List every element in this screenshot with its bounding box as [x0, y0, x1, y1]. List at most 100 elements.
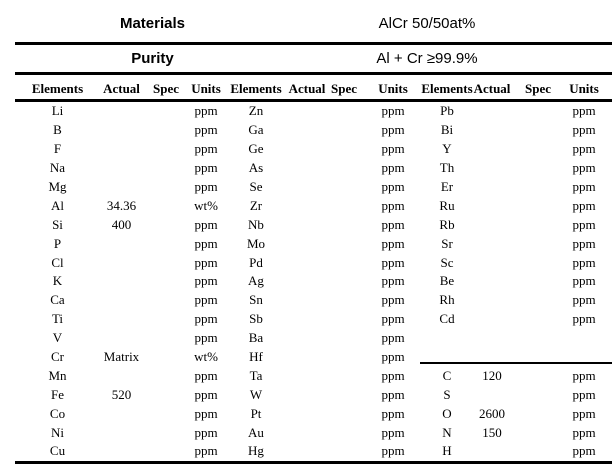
units-cell: ppm — [572, 197, 596, 213]
table-bottom-border — [15, 461, 612, 464]
element-cell: Li — [51, 103, 64, 119]
units-cell: ppm — [194, 216, 218, 232]
units-cell: ppm — [572, 122, 596, 138]
actual-cell — [284, 159, 330, 178]
actual-cell — [466, 310, 518, 329]
actual-cell — [95, 253, 148, 272]
actual-cell — [284, 404, 330, 423]
materials-label: Materials — [119, 14, 186, 32]
col-header-spec-group3: Spec — [525, 80, 551, 96]
element-cell: Si — [52, 216, 63, 232]
element-cell: Ga — [248, 122, 264, 138]
actual-cell — [466, 253, 518, 272]
element-cell: F — [53, 141, 62, 157]
actual-cell — [95, 310, 148, 329]
actual-cell — [466, 329, 518, 348]
actual-cell — [466, 121, 518, 140]
element-cell: Rb — [439, 216, 455, 232]
element-cell: N — [442, 424, 452, 440]
purity-value: Al + Cr ≥99.9% — [376, 49, 478, 67]
actual-cell — [466, 159, 518, 178]
element-cell: H — [442, 443, 452, 459]
spec-cell — [518, 196, 558, 215]
spec-cell — [148, 102, 184, 121]
units-cell: ppm — [381, 443, 405, 459]
element-cell: Ta — [249, 367, 263, 383]
units-cell: ppm — [572, 235, 596, 251]
spec-cell — [148, 159, 184, 178]
element-cell: Th — [439, 160, 455, 176]
spec-cell — [330, 196, 358, 215]
actual-cell — [466, 102, 518, 121]
spec-cell — [148, 366, 184, 385]
element-cell: B — [53, 122, 62, 138]
element-cell: Rh — [439, 292, 455, 308]
element-cell: Ni — [51, 424, 64, 440]
units-cell: ppm — [381, 405, 405, 421]
element-cell: Hf — [249, 349, 263, 365]
units-cell: wt% — [194, 197, 218, 213]
actual-cell — [466, 442, 518, 461]
spec-cell — [148, 234, 184, 253]
actual-cell: 34.36 — [106, 197, 137, 213]
col-header-spec-group2: Spec — [331, 80, 357, 96]
element-cell: Ag — [248, 273, 264, 289]
spec-cell — [148, 310, 184, 329]
units-cell: ppm — [381, 311, 405, 327]
spec-cell — [148, 442, 184, 461]
actual-cell — [466, 140, 518, 159]
actual-cell — [284, 310, 330, 329]
units-cell: ppm — [381, 254, 405, 270]
spec-cell — [148, 291, 184, 310]
units-cell: ppm — [572, 386, 596, 402]
spec-cell — [518, 272, 558, 291]
spec-cell — [330, 404, 358, 423]
actual-cell — [466, 215, 518, 234]
units-cell: ppm — [381, 424, 405, 440]
spec-cell — [330, 234, 358, 253]
column-header-row: Elements Actual Spec Units Elements Actual Spe… — [20, 78, 610, 99]
col-header-actual-group3: Actual — [473, 80, 511, 96]
actual-cell — [284, 234, 330, 253]
actual-cell — [284, 178, 330, 197]
actual-cell — [284, 442, 330, 461]
units-cell: ppm — [381, 179, 405, 194]
actual-cell: 120 — [482, 367, 502, 383]
spec-cell — [148, 196, 184, 215]
units-cell: ppm — [381, 160, 405, 176]
units-cell: ppm — [572, 405, 596, 421]
element-cell: Mo — [246, 235, 266, 251]
element-cell: Ca — [50, 292, 65, 308]
divider-under-headers — [15, 99, 612, 102]
actual-cell: 150 — [482, 424, 502, 440]
units-cell: ppm — [194, 405, 218, 421]
spec-cell — [330, 178, 358, 197]
units-cell: ppm — [381, 273, 405, 289]
spec-cell — [330, 442, 358, 461]
spec-cell — [148, 178, 184, 197]
units-cell: wt% — [194, 349, 218, 365]
spec-cell — [148, 272, 184, 291]
col-header-elements-group1: Elements — [31, 80, 84, 96]
actual-cell — [466, 234, 518, 253]
col-header-spec-group1: Spec — [153, 80, 179, 96]
actual-cell — [284, 253, 330, 272]
spec-cell — [148, 329, 184, 348]
element-cell — [428, 329, 466, 348]
element-cell: S — [443, 386, 451, 402]
actual-cell — [284, 385, 330, 404]
units-cell: ppm — [381, 292, 405, 308]
element-cell: Bi — [440, 122, 454, 138]
spec-cell — [518, 385, 558, 404]
element-cell: Co — [49, 405, 66, 421]
units-cell: ppm — [194, 292, 218, 308]
col-header-units-group2: Units — [378, 80, 408, 96]
units-cell: ppm — [381, 349, 405, 365]
units-cell: ppm — [381, 122, 405, 138]
actual-cell — [95, 442, 148, 461]
element-cell: Ge — [248, 141, 264, 157]
spec-cell — [518, 102, 558, 121]
element-cell: Fe — [51, 386, 64, 402]
actual-cell: 520 — [111, 386, 132, 402]
element-cell: Ru — [439, 197, 455, 213]
